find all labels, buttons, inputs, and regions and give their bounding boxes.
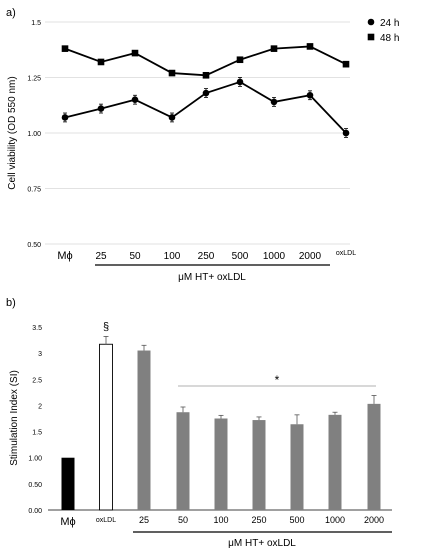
panel-b-bar (367, 403, 381, 510)
panel-a-point-circle (168, 114, 176, 121)
panel-a-legend-label: 24 h (380, 18, 399, 29)
panel-b-x-tick-label: 2000 (364, 515, 384, 525)
panel-a-point-circle (342, 129, 350, 137)
panel-a-legend-marker (367, 33, 375, 41)
panel-a-legend: 24 h 48 h (367, 18, 399, 44)
panel-a-x-tick-label: 250 (198, 251, 215, 262)
panel-b-bar (214, 418, 228, 510)
panel-a-point-square (342, 60, 350, 68)
panel-b-label: b) (6, 297, 16, 309)
panel-a-x-tick-label: 25 (95, 251, 107, 262)
panel-a-point-circle (270, 98, 278, 106)
panel-b-bar (61, 457, 75, 510)
panel-a-point-circle (236, 78, 244, 86)
panel-b-x-tick-label: oxLDL (96, 517, 116, 524)
panel-b-x-tick-label: 1000 (325, 515, 345, 525)
panel-a-point-square (97, 58, 105, 66)
panel-a-y-ticks: 0.50 0.75 1.00 1.25 1.5 (27, 20, 41, 249)
panel-a-series (61, 43, 350, 138)
panel-a-point-circle (97, 105, 105, 112)
panel-a-y-tick-label: 0.75 (27, 187, 41, 194)
panel-b-bar (137, 350, 151, 510)
panel-b-x-tick-label: 500 (289, 515, 304, 525)
panel-b-x-tick-label: 50 (178, 515, 188, 525)
panel-a-legend-marker (367, 18, 375, 26)
panel-a-x-tick-label: 100 (164, 251, 181, 262)
panel-a-point-square (236, 56, 244, 64)
panel-b-bar-chart: b) Stimulation Index (SI) 0.00 0.50 1.00 1.… (6, 297, 392, 549)
panel-a-y-tick-label: 1.5 (31, 20, 41, 27)
panel-b-y-tick-label: 1.00 (28, 456, 42, 463)
panel-b-y-tick-label: 1.5 (32, 430, 42, 437)
panel-b-significance-star: * (275, 373, 280, 387)
panel-a-legend-label: 48 h (380, 33, 399, 44)
panel-a-label: a) (6, 7, 16, 19)
panel-b-bar (99, 343, 113, 511)
panel-a-point-square (202, 71, 210, 79)
panel-b-x-tick-label: 25 (139, 515, 149, 525)
panel-a-point-circle (306, 91, 314, 99)
panel-a-point-square (61, 45, 69, 52)
panel-a-series-line (64, 80, 347, 134)
panel-a-x-ticks: Mϕ 25 50 100 250 500 1000 2000 oxLDL (57, 250, 356, 262)
panel-a-x-tick-label: Mϕ (57, 250, 72, 262)
panel-b-bar (290, 424, 304, 510)
panel-a-x-tick-label: 50 (129, 251, 141, 262)
panel-a-x-tick-label: 1000 (263, 251, 286, 262)
panel-a-x-tick-label: 500 (232, 251, 249, 262)
panel-b-y-tick-label: 2.5 (32, 377, 42, 384)
panel-b-x-tick-label: 250 (251, 515, 266, 525)
panel-a-point-circle (202, 89, 210, 97)
panel-b-x-tick-label: 100 (213, 515, 228, 525)
panel-b-y-tick-label: 3 (38, 351, 42, 358)
panel-b-oxldl-mark: § (103, 321, 109, 333)
panel-b-x-axis-label: μM HT+ oxLDL (228, 538, 296, 549)
panel-a-point-square (168, 69, 176, 77)
panel-a-x-axis-label: μM HT+ oxLDL (178, 272, 246, 283)
panel-b-y-tick-label: 2 (38, 403, 42, 410)
panel-a-x-tick-label: 2000 (299, 251, 322, 262)
panel-a-gridlines (45, 21, 350, 245)
panel-b-y-axis-label: Stimulation Index (SI) (9, 370, 20, 466)
panel-a-y-tick-label: 0.50 (27, 242, 41, 249)
panel-b-y-ticks: 0.00 0.50 1.00 1.5 2 2.5 3 3.5 (28, 325, 42, 515)
panel-a-line-chart: a) Cell viability (OD 550 nm) 0.50 0.75 1.… (6, 7, 399, 283)
panel-a-y-tick-label: 1.25 (27, 76, 41, 83)
panel-a-point-circle (61, 114, 69, 121)
panel-b-bar (252, 420, 266, 510)
panel-b-bars (61, 336, 381, 511)
panel-a-series-line (64, 45, 347, 77)
panel-a-x-tick-label: oxLDL (336, 250, 356, 257)
panel-b-x-ticks: Mϕ oxLDL 25 50 100 250 500 1000 2000 (60, 515, 384, 528)
panel-a-y-axis-label: Cell viability (OD 550 nm) (7, 76, 18, 189)
panel-b-y-tick-label: 3.5 (32, 325, 42, 332)
panel-a-y-tick-label: 1.00 (27, 131, 41, 138)
panel-b-x-tick-label: Mϕ (60, 516, 75, 528)
panel-a-point-square (270, 45, 278, 52)
panel-a-point-circle (131, 96, 139, 103)
panel-a-point-square (306, 43, 314, 50)
panel-b-y-tick-label: 0.00 (28, 508, 42, 515)
panel-b-bar (176, 412, 190, 510)
panel-b-y-tick-label: 0.50 (28, 482, 42, 489)
panel-a-point-square (131, 49, 139, 57)
panel-b-bar (328, 414, 342, 510)
